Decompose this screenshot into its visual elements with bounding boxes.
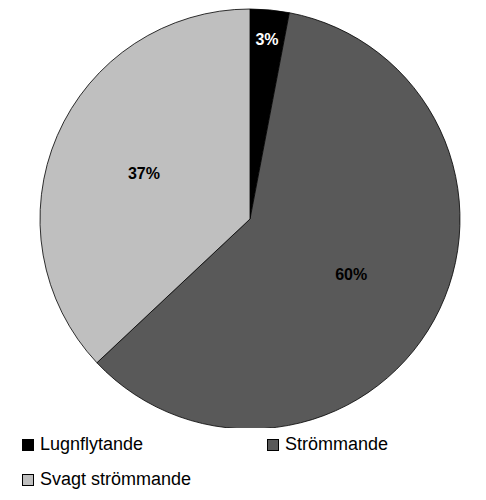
svg-text:60%: 60% [335, 266, 367, 283]
svg-text:3%: 3% [255, 31, 278, 48]
html-text:Strömmande: Strömmande [285, 434, 388, 454]
html-text:Svagt strömmande: Svagt strömmande [40, 469, 192, 489]
svg-text:37%: 37% [128, 165, 160, 182]
html-text:Lugnflytande: Lugnflytande [40, 434, 144, 454]
